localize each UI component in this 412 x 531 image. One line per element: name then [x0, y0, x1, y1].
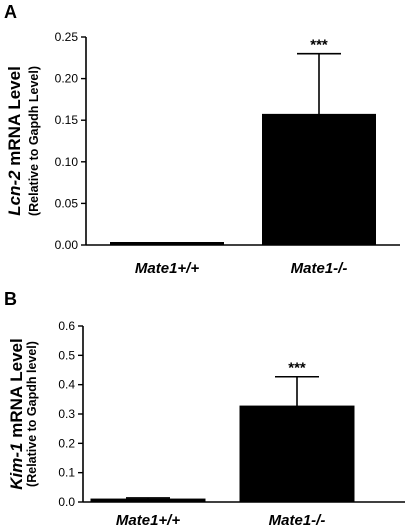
y-axis-label: Kim-1 mRNA Level: [7, 338, 26, 489]
y-tick-label: 0.00: [55, 238, 79, 252]
chart-panel-a: A 0.00 0.05 0.10 0.15 0.20 0.25 Mate1+/+ *** Mate…: [4, 2, 400, 277]
y-axis-sublabel: (Relative to Gapdh Level): [27, 66, 41, 216]
y-tick-label: 0.3: [58, 407, 75, 421]
significance-label: ***: [310, 37, 328, 54]
y-axis-label-rest: mRNA Level: [5, 66, 24, 170]
bar: [262, 113, 376, 246]
y-axis-label-gene: Lcn-2: [5, 170, 24, 216]
y-axis-sublabel: (Relative to Gapdh level): [25, 341, 39, 487]
y-tick-label: 0.20: [55, 72, 79, 86]
y-tick-label: 0.2: [58, 436, 75, 450]
y-tick-label: 0.15: [55, 113, 79, 127]
bar: [90, 498, 206, 503]
panel-letter: A: [4, 2, 17, 22]
category-label: Mate1+/+: [135, 260, 199, 277]
category-label: Mate1+/+: [116, 512, 180, 529]
y-tick-label: 0.4: [58, 378, 75, 392]
bar: [110, 242, 224, 246]
category-label: Mate1-/-: [269, 512, 326, 529]
y-tick-label: 0.10: [55, 155, 79, 169]
chart-panel-b: B 0.0 0.1 0.2 0.3 0.4 0.5 0.6 Mate1+/+ *** Mate1-/…: [4, 289, 405, 529]
panel-letter: B: [4, 289, 17, 309]
y-axis-label: Lcn-2 mRNA Level: [5, 66, 24, 216]
y-tick-label: 0.05: [55, 196, 79, 210]
y-tick-label: 0.5: [58, 348, 75, 362]
y-tick-label: 0.0: [58, 495, 75, 509]
bar: [239, 405, 355, 503]
category-label: Mate1-/-: [291, 260, 348, 277]
y-axis-label-gene: Kim-1: [7, 443, 26, 490]
y-tick-label: 0.6: [58, 319, 75, 333]
significance-label: ***: [288, 360, 306, 377]
y-axis-label-rest: mRNA Level: [7, 338, 26, 442]
y-tick-label: 0.25: [55, 30, 79, 44]
y-tick-label: 0.1: [58, 466, 75, 480]
